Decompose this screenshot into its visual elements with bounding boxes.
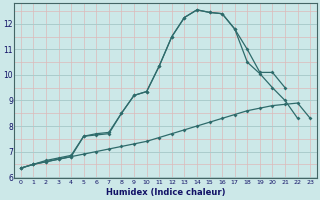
X-axis label: Humidex (Indice chaleur): Humidex (Indice chaleur) — [106, 188, 225, 197]
